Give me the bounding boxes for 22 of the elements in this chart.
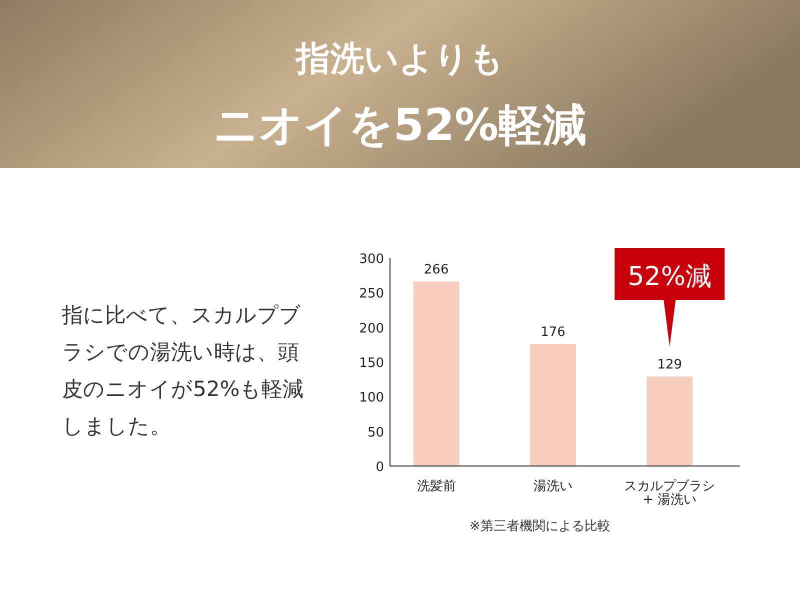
y-tick-label: 100 [359, 390, 384, 406]
chart-title: 指洗いよりも [294, 39, 504, 79]
y-tick-label: 0 [376, 460, 384, 475]
bar [530, 344, 576, 466]
callout: 52%減 [614, 248, 725, 347]
y-tick-label: 50 [367, 425, 384, 440]
y-tick-label: 300 [359, 252, 384, 267]
data-label: 176 [540, 324, 566, 340]
x-tick-label: スカルプブラシ + 湯洗い [624, 479, 716, 508]
data-label: 266 [424, 262, 449, 278]
y-tick-label: 250 [359, 286, 384, 302]
y-tick-label: 200 [359, 321, 384, 336]
text: 指に比べて、スカルプブラシでの湯洗い時は、頭皮のニオイが52%も軽減しました。 [61, 303, 304, 438]
bar [646, 376, 693, 466]
annotation: 52%減 [628, 262, 712, 292]
y-tick-label: 150 [359, 356, 384, 371]
data-label: 129 [657, 358, 682, 373]
chart-subtitle: ニオイを52%軽減 [213, 100, 587, 151]
x-tick-label: 湯洗い [534, 479, 572, 494]
x-tick-label: 洗髪前 [416, 479, 456, 494]
text: ※第三者機関による比較 [470, 519, 610, 534]
bar [413, 282, 460, 466]
